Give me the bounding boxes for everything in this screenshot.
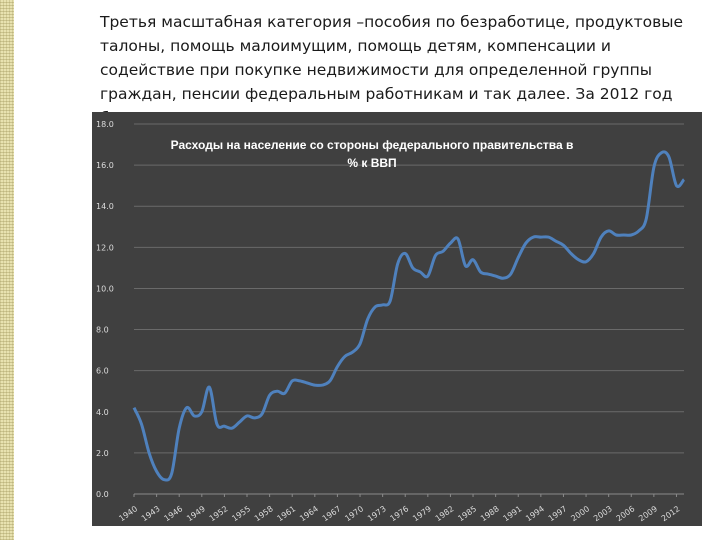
x-tick-label: 2003: [592, 504, 614, 523]
x-tick-label: 2000: [569, 504, 591, 523]
x-tick-label: 1949: [185, 504, 207, 523]
x-tick-label: 1955: [230, 504, 252, 523]
x-tick-label: 1985: [456, 504, 478, 523]
line-chart: 0.0 2.0 4.0 6.0 8.0 10.0 12.0 14.0 16.0 18.0 1940…: [96, 120, 686, 523]
x-tick-label: 1961: [276, 504, 298, 523]
y-tick-label: 2.0: [96, 449, 109, 458]
x-tick-label: 2012: [660, 504, 682, 523]
decorative-side-strip: [0, 0, 14, 540]
y-axis-ticks: 0.0 2.0 4.0 6.0 8.0 10.0 12.0 14.0 16.0 18.0: [96, 120, 114, 499]
slide-caption: Третья масштабная категория –пособия по …: [100, 13, 684, 127]
x-tick-label: 1994: [524, 504, 546, 523]
x-tick-label: 2009: [637, 504, 659, 523]
y-tick-label: 16.0: [96, 161, 114, 170]
gridlines: [134, 123, 684, 454]
chart-title-line-2: % к ВВП: [347, 156, 396, 170]
y-tick-label: 12.0: [96, 243, 114, 252]
y-tick-label: 18.0: [96, 120, 114, 129]
y-tick-label: 6.0: [96, 367, 109, 376]
y-tick-label: 4.0: [96, 408, 109, 417]
x-tick-label: 1970: [343, 504, 365, 523]
chart-title-line-1: Расходы на население со стороны федераль…: [171, 138, 574, 152]
x-tick-label: 1946: [163, 504, 185, 523]
x-tick-label: 1976: [389, 504, 411, 523]
x-tick-label: 1967: [321, 504, 343, 523]
y-tick-label: 8.0: [96, 326, 109, 335]
x-tick-label: 1943: [140, 504, 162, 523]
y-tick-label: 14.0: [96, 202, 114, 211]
x-tick-label: 1958: [253, 504, 275, 523]
x-tick-label: 1991: [502, 504, 524, 523]
x-tick-label: 1979: [411, 504, 433, 523]
x-tick-label: 1973: [366, 504, 388, 523]
chart-panel: 0.0 2.0 4.0 6.0 8.0 10.0 12.0 14.0 16.0 18.0 1940…: [92, 112, 702, 526]
x-tick-label: 1982: [434, 504, 456, 523]
y-tick-label: 10.0: [96, 284, 114, 293]
x-tick-label: 1997: [547, 504, 569, 523]
x-tick-label: 1964: [298, 504, 320, 523]
x-axis-ticks: 1940 1943 1946 1949 1952 1955 1958 1961 1964 1967…: [117, 494, 682, 523]
y-tick-label: 0.0: [96, 490, 109, 499]
x-tick-label: 1988: [479, 504, 501, 523]
x-tick-label: 1940: [117, 504, 139, 523]
x-tick-label: 2006: [615, 504, 637, 523]
series-line: [132, 150, 686, 482]
x-tick-label: 1952: [208, 504, 230, 523]
